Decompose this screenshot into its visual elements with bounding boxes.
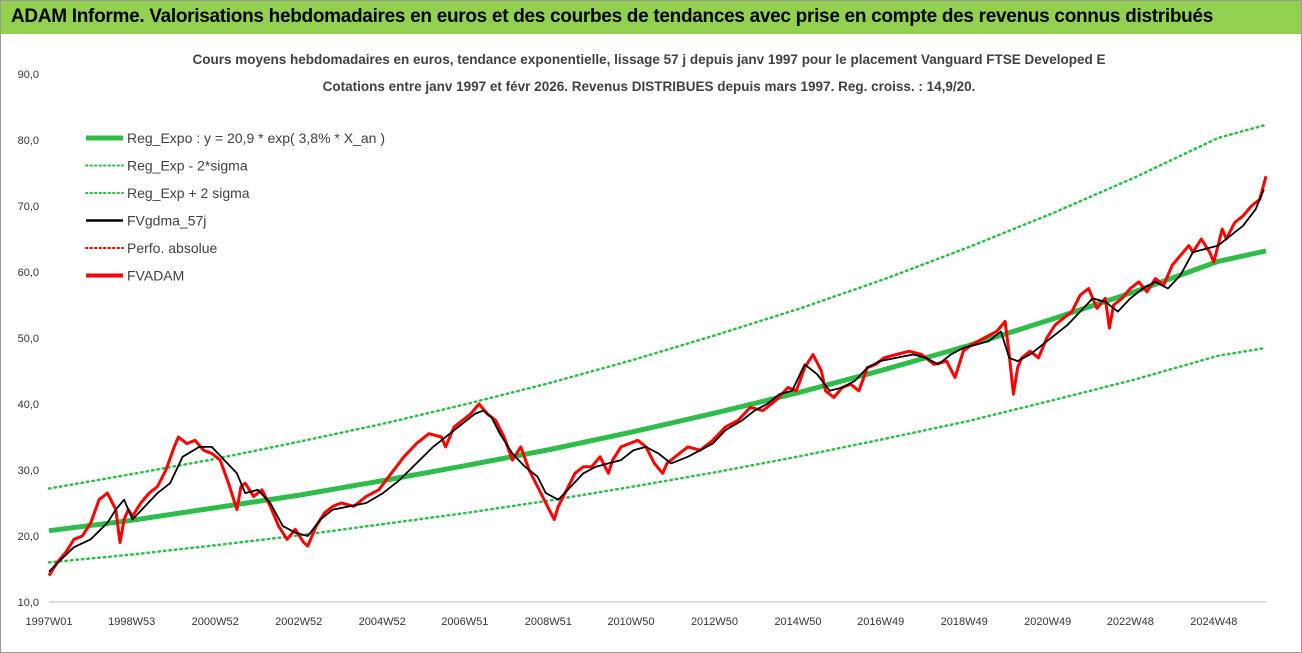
fvadam-line — [47, 175, 1268, 577]
x-tick-label: 2004W52 — [359, 616, 406, 628]
y-axis: 10,0 20,0 30,0 40,0 50,0 60,0 70,0 80,0 90,0 — [18, 69, 39, 609]
x-tick-label: 1997W01 — [25, 616, 72, 628]
y-tick-label: 70,0 — [18, 201, 39, 213]
reg-exp-plus-2sigma-line — [47, 123, 1268, 490]
legend-label: FVgdma_57j — [127, 213, 206, 229]
x-tick-label: 2000W52 — [192, 616, 239, 628]
x-tick-label: 2014W50 — [774, 616, 821, 628]
y-tick-label: 20,0 — [18, 531, 39, 543]
y-tick-label: 30,0 — [18, 465, 39, 477]
legend-label: Perfo. absolue — [127, 240, 217, 256]
plot-lines — [47, 123, 1268, 577]
chart-subtitle: Cotations entre janv 1997 et févr 2026. … — [323, 79, 976, 94]
legend-label: FVADAM — [127, 268, 184, 284]
x-tick-label: 2008W51 — [525, 616, 572, 628]
y-tick-label: 90,0 — [18, 69, 39, 81]
x-tick-label: 2022W48 — [1107, 616, 1154, 628]
y-tick-label: 10,0 — [18, 597, 39, 609]
x-tick-label: 2006W51 — [441, 616, 488, 628]
y-tick-label: 80,0 — [18, 135, 39, 147]
reg-expo-line — [48, 248, 1267, 534]
x-tick-label: 2016W49 — [857, 616, 904, 628]
x-tick-label: 1998W53 — [108, 616, 155, 628]
chart-area: Cours moyens hebdomadaires en euros, ten… — [18, 52, 1268, 628]
x-axis: 1997W01 1998W53 2000W52 2002W52 2004W52 2006W… — [25, 616, 1237, 628]
x-tick-label: 2002W52 — [275, 616, 322, 628]
x-tick-label: 2024W48 — [1190, 616, 1237, 628]
y-tick-label: 60,0 — [18, 267, 39, 279]
legend-label: Reg_Exp - 2*sigma — [127, 158, 248, 174]
y-tick-label: 50,0 — [18, 333, 39, 345]
chart-title: Cours moyens hebdomadaires en euros, ten… — [192, 52, 1105, 67]
x-tick-label: 2020W49 — [1024, 616, 1071, 628]
legend-label: Reg_Expo : y = 20,9 * exp( 3,8% * X_an ) — [127, 130, 385, 146]
legend: Reg_Expo : y = 20,9 * exp( 3,8% * X_an )… — [85, 130, 385, 284]
header-banner: ADAM Informe. Valorisations hebdomadaire… — [1, 1, 1301, 34]
x-tick-label: 2018W49 — [941, 616, 988, 628]
fvgdma-57j-line — [48, 189, 1265, 573]
legend-label: Reg_Exp + 2 sigma — [127, 185, 250, 201]
banner-title: ADAM Informe. Valorisations hebdomadaire… — [11, 6, 1213, 27]
reg-exp-minus-2sigma-line — [47, 346, 1268, 564]
x-tick-label: 2012W50 — [691, 616, 738, 628]
x-tick-label: 2010W50 — [607, 616, 654, 628]
y-tick-label: 40,0 — [18, 399, 39, 411]
